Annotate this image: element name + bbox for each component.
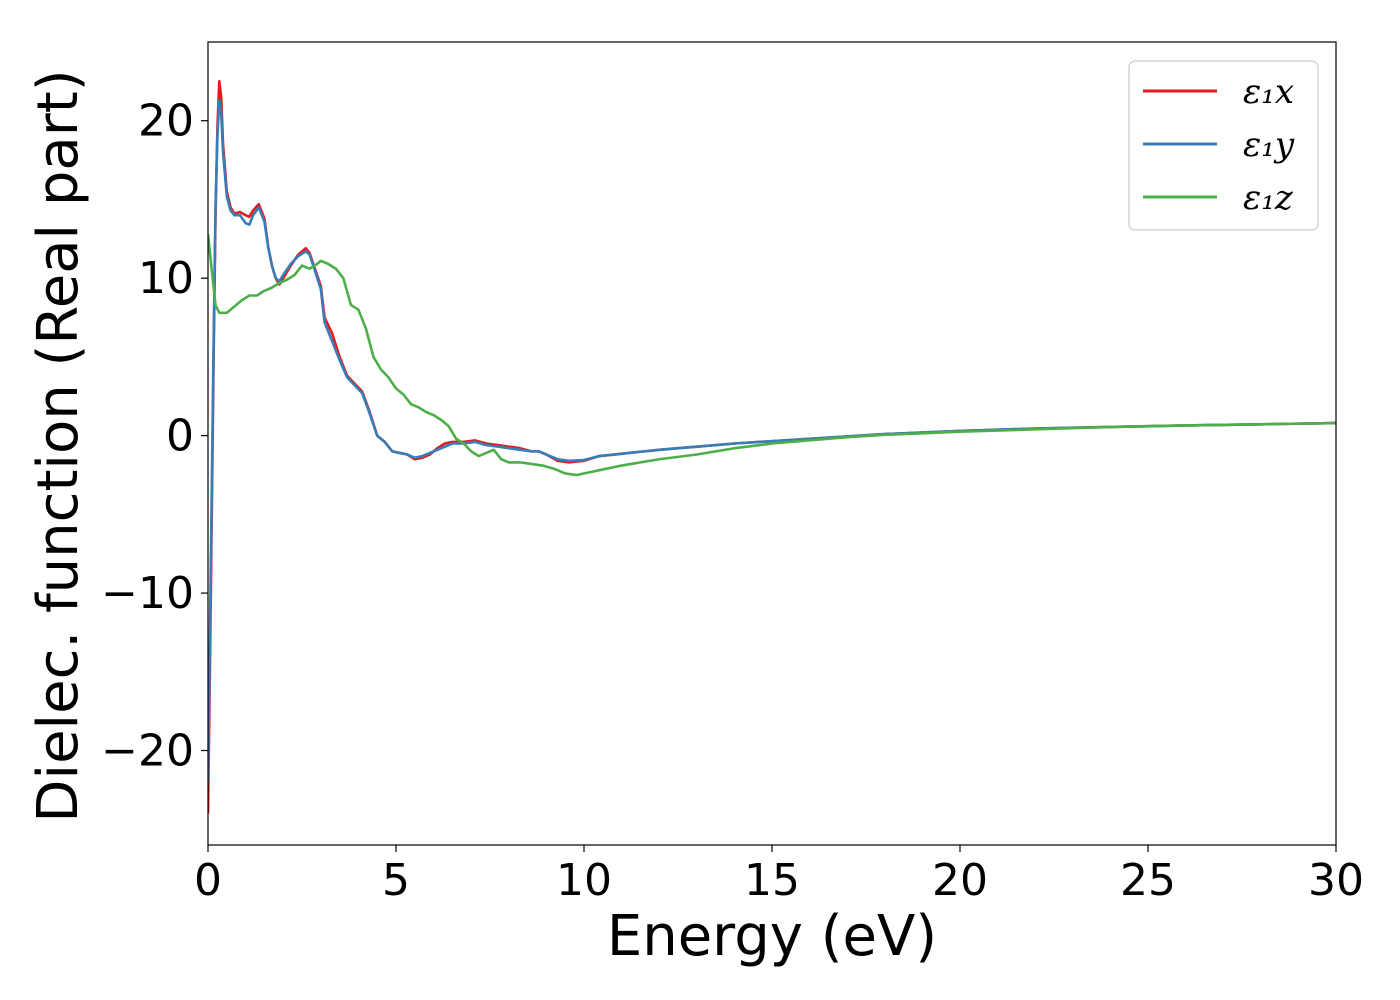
x-tick-label: 25	[1120, 855, 1176, 906]
series-layer	[208, 80, 1336, 814]
x-tick-label: 0	[194, 855, 222, 906]
x-tick-label: 30	[1308, 855, 1364, 906]
y-tick-label: 0	[166, 411, 194, 462]
x-tick-label: 15	[744, 855, 800, 906]
y-axis-ticks: −20 −10 0 10 20	[101, 96, 208, 777]
y-tick-label: 10	[138, 253, 194, 304]
legend: ε₁x ε₁y ε₁z	[1128, 60, 1319, 231]
x-axis-label: Energy (eV)	[607, 904, 937, 969]
x-tick-label: 20	[932, 855, 988, 906]
legend-box	[1128, 60, 1319, 231]
x-tick-label: 5	[382, 855, 410, 906]
y-axis-label: Dielec. function (Real part)	[26, 69, 91, 822]
series-line-eps1-y	[208, 98, 1336, 783]
legend-label-z: ε₁z	[1243, 178, 1294, 218]
y-tick-label: −20	[101, 726, 194, 777]
legend-label-y: ε₁y	[1243, 125, 1295, 165]
y-tick-label: 20	[138, 96, 194, 147]
series-line-eps1-z	[208, 233, 1336, 477]
legend-label-x: ε₁x	[1243, 72, 1294, 112]
y-tick-label: −10	[101, 568, 194, 619]
x-axis-ticks: 0 5 10 15 20 25 30	[194, 845, 1364, 906]
x-tick-label: 10	[556, 855, 612, 906]
